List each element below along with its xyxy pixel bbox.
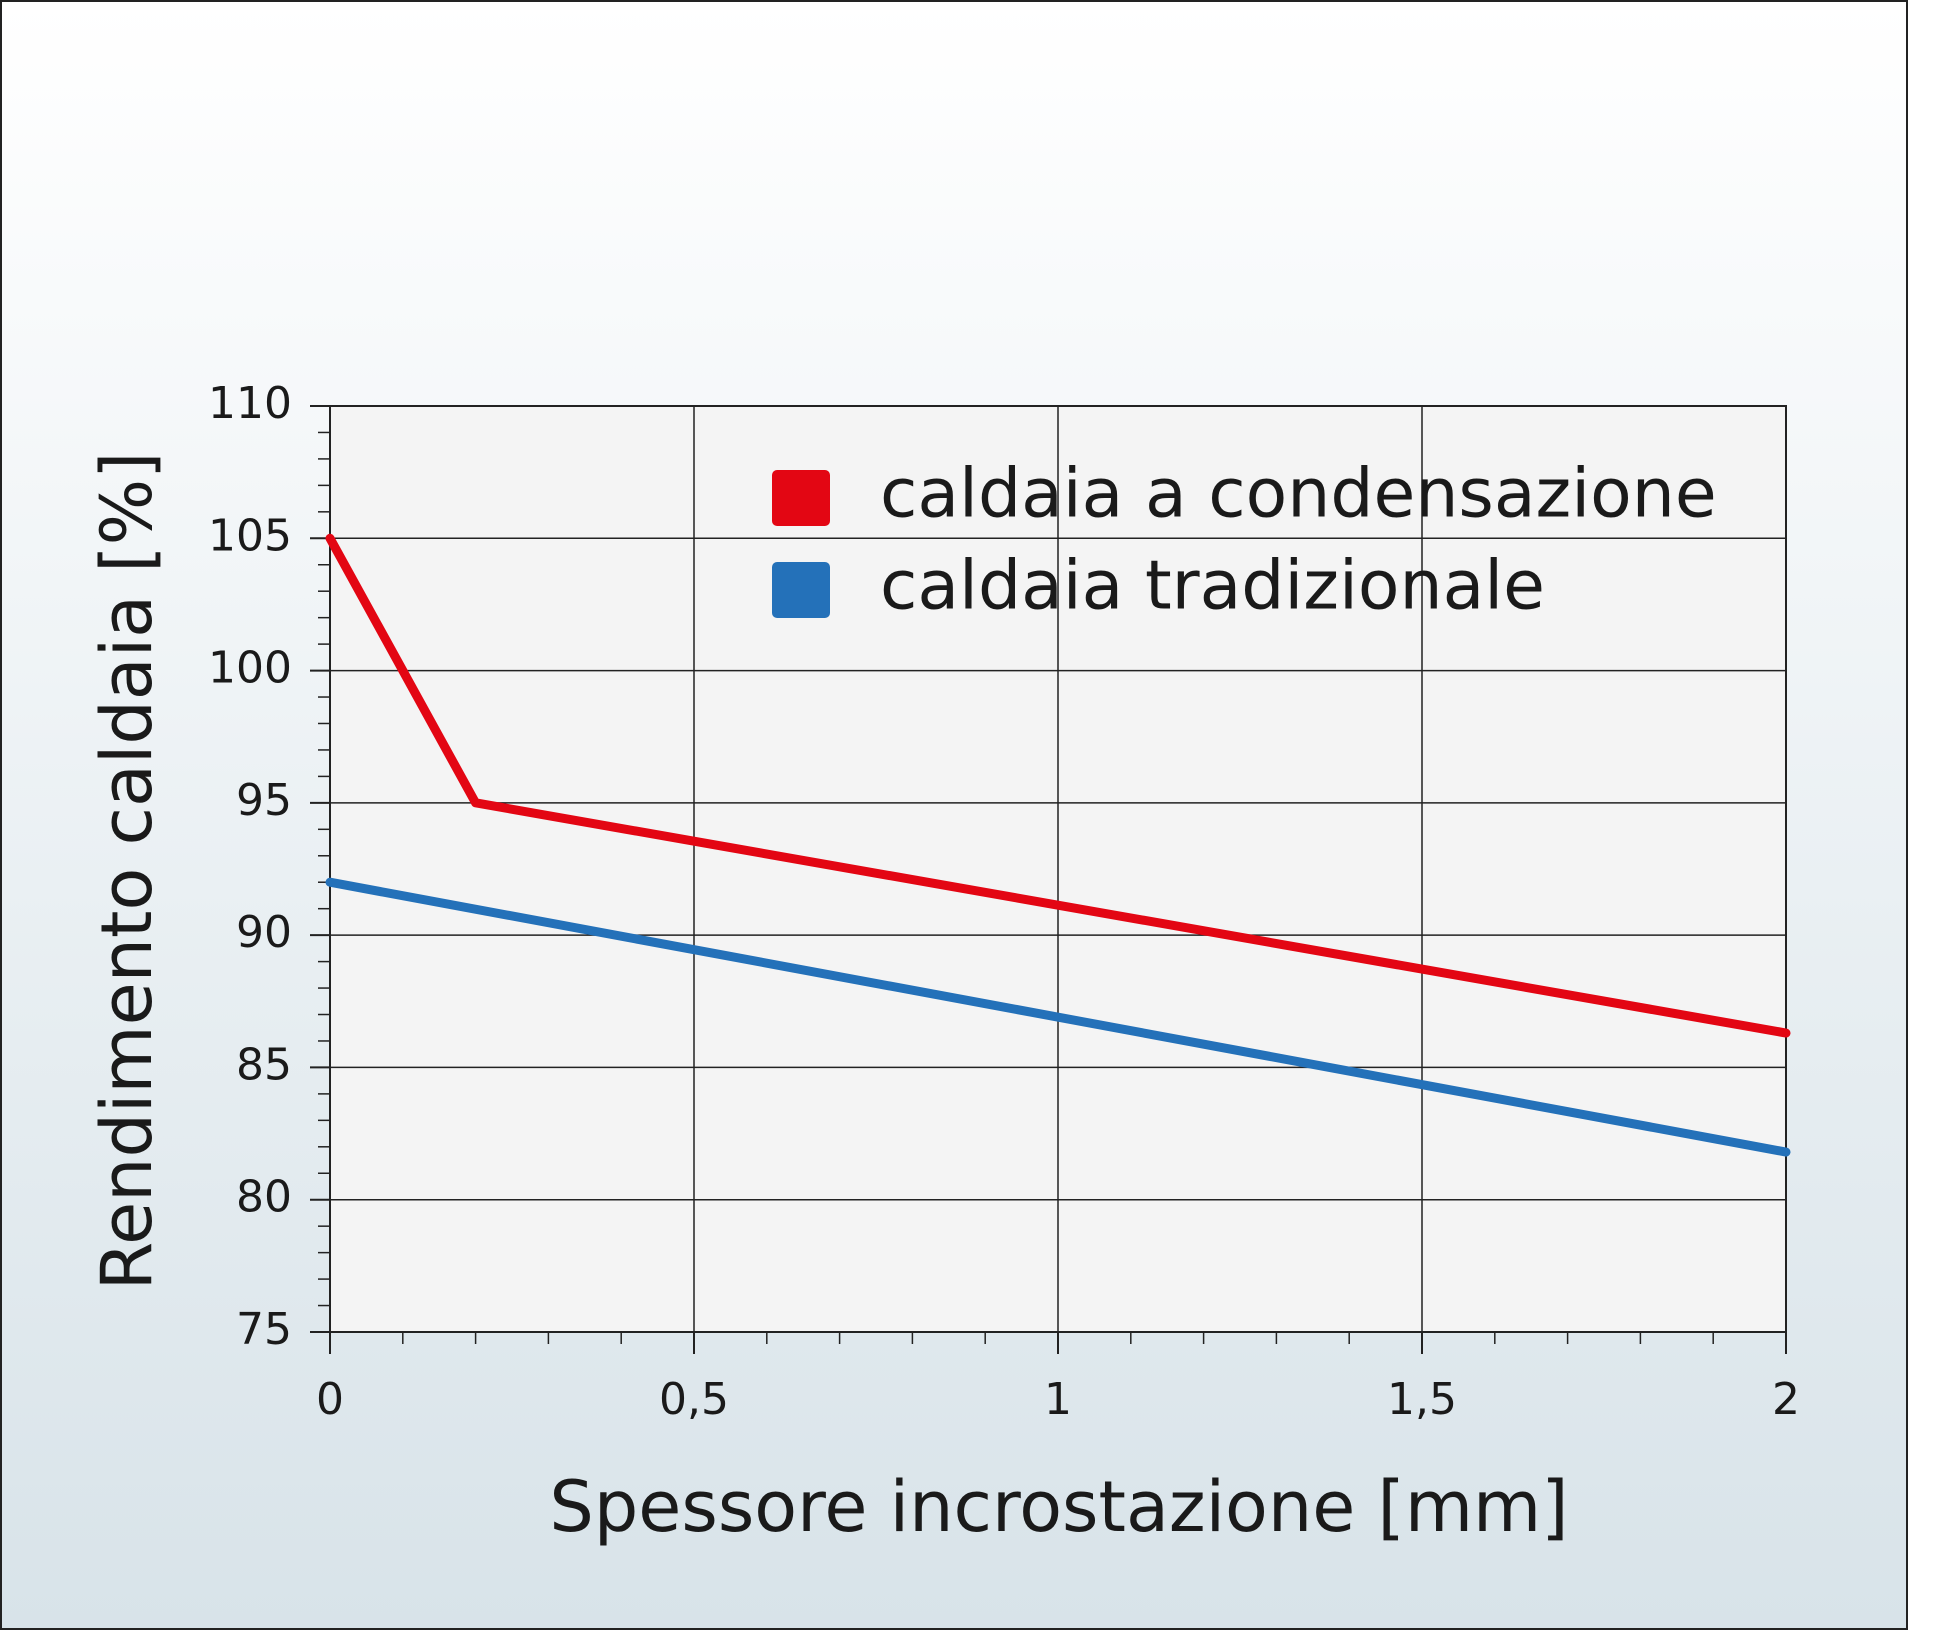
- x-tick-label: 0: [316, 1374, 344, 1425]
- y-tick-label: 90: [236, 907, 292, 958]
- x-tick-label: 2: [1772, 1374, 1800, 1425]
- y-axis-label: Rendimento caldaia [%]: [86, 452, 168, 1291]
- y-tick-label: 75: [236, 1304, 292, 1355]
- legend-swatch: [772, 470, 830, 526]
- x-tick-label: 1: [1044, 1374, 1072, 1425]
- y-tick-label: 85: [236, 1039, 292, 1090]
- y-tick-label: 95: [236, 775, 292, 826]
- legend-label: caldaia a condensazione: [880, 455, 1717, 534]
- legend-label: caldaia tradizionale: [880, 547, 1545, 626]
- y-tick-label: 100: [208, 643, 292, 694]
- y-tick-label: 80: [236, 1172, 292, 1223]
- line-series: [325, 877, 1791, 1157]
- legend-swatch: [772, 562, 830, 618]
- x-tick-label: 0,5: [659, 1374, 729, 1425]
- line-series: [325, 533, 1791, 1038]
- y-tick-label: 110: [208, 378, 292, 429]
- x-tick-label: 1,5: [1387, 1374, 1457, 1425]
- x-axis-label: Spessore incrostazione [mm]: [549, 1466, 1568, 1548]
- plot-border: [329, 405, 1787, 1333]
- y-tick-label: 105: [208, 510, 292, 561]
